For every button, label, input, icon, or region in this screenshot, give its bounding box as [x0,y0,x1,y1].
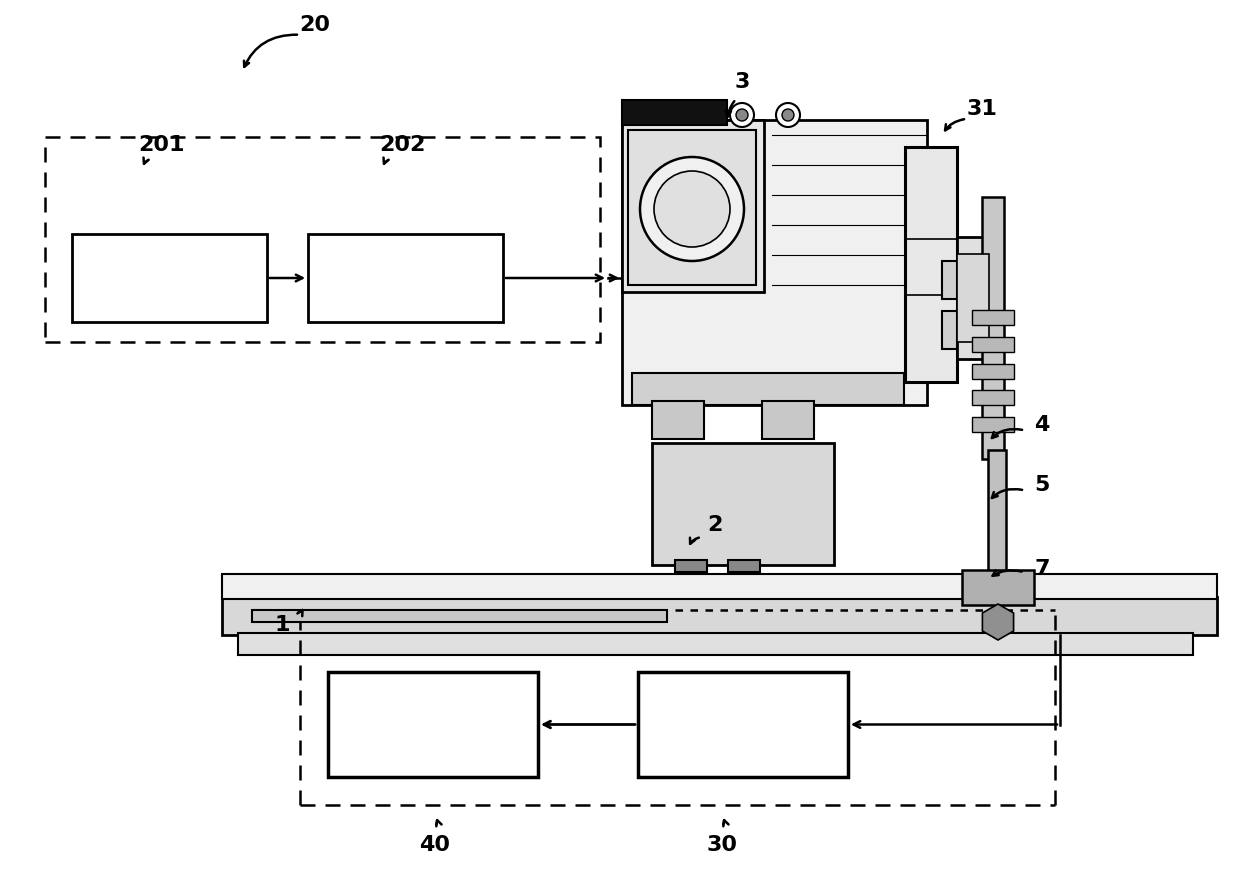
Bar [942,311,957,349]
Circle shape [776,103,800,127]
Bar [942,261,957,299]
Bar [252,610,667,622]
Bar [728,560,760,572]
Text: 7: 7 [1034,559,1050,579]
Bar [972,337,1014,352]
Text: 3: 3 [734,72,750,92]
Circle shape [640,157,744,261]
Text: 30: 30 [707,835,738,855]
Bar [222,597,1216,635]
Bar [972,417,1014,432]
Bar [957,254,990,342]
Bar [308,234,503,322]
Text: 201: 201 [139,135,185,155]
Bar [329,672,538,777]
Text: 20: 20 [300,15,331,35]
Bar [905,147,957,382]
Bar [622,100,727,125]
Bar [962,570,1034,605]
Bar [639,672,848,777]
Text: 4: 4 [1034,415,1050,435]
Bar [972,364,1014,379]
Bar [982,197,1004,459]
Circle shape [782,109,794,121]
Bar [675,560,707,572]
Bar [627,130,756,285]
Bar [45,137,600,342]
Text: 2: 2 [707,515,723,535]
Bar [72,234,267,322]
Bar [632,373,904,405]
Bar [238,633,1193,655]
Text: 5: 5 [1034,475,1050,495]
Bar [622,120,928,405]
Bar [988,450,1006,575]
Bar [763,401,813,439]
Text: 1: 1 [274,615,290,635]
Text: 202: 202 [378,135,425,155]
Bar [972,310,1014,325]
Bar [972,390,1014,405]
Bar [957,237,994,359]
Text: 31: 31 [966,99,997,119]
Bar [652,443,835,565]
Circle shape [730,103,754,127]
Text: 40: 40 [419,835,450,855]
Circle shape [653,171,730,247]
Bar [222,574,1216,599]
Bar [622,120,764,292]
Circle shape [737,109,748,121]
Bar [652,401,704,439]
